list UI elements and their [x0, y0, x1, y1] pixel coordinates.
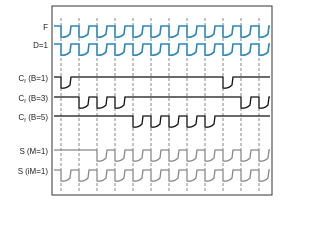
- row-label: Cr (B=3): [18, 94, 48, 104]
- label-suffix: (iM=1): [25, 167, 48, 176]
- row-label: S (M=1): [20, 147, 49, 156]
- frame: [51, 5, 273, 196]
- waveform: [54, 43, 270, 56]
- label-suffix: (B=1): [28, 74, 48, 83]
- waveform: [54, 149, 270, 162]
- waveform: [54, 76, 270, 89]
- label-subscript: r: [24, 118, 26, 124]
- label-main: C: [18, 74, 24, 83]
- label-suffix: (M=1): [27, 147, 48, 156]
- label-main: S: [18, 167, 23, 176]
- waveform: [54, 96, 270, 109]
- waveform: [54, 115, 270, 128]
- label-main: C: [18, 94, 24, 103]
- label-suffix: (B=5): [28, 113, 48, 122]
- label-subscript: r: [24, 99, 26, 105]
- label-main: C: [18, 113, 24, 122]
- waveform: [54, 169, 270, 182]
- label-main: S: [20, 147, 25, 156]
- row-label: Cr (B=5): [18, 113, 48, 123]
- waveform: [54, 25, 270, 38]
- label-main: D=1: [33, 41, 48, 50]
- timing-diagram: FD=1Cr (B=1)Cr (B=3)Cr (B=5)S (M=1)S (iM=1): [18, 5, 273, 196]
- row-labels: FD=1Cr (B=1)Cr (B=3)Cr (B=5)S (M=1)S (iM=1): [18, 23, 49, 176]
- label-suffix: (B=3): [28, 94, 48, 103]
- waveforms: [54, 25, 270, 182]
- row-label: Cr (B=1): [18, 74, 48, 84]
- label-main: F: [43, 23, 48, 32]
- row-label: D=1: [33, 41, 48, 50]
- page: {"rows": [ {"label": "F"}, {"label": "D=…: [17, 5, 273, 196]
- label-subscript: r: [24, 79, 26, 85]
- row-label: F: [43, 23, 48, 32]
- row-label: S (iM=1): [18, 167, 49, 176]
